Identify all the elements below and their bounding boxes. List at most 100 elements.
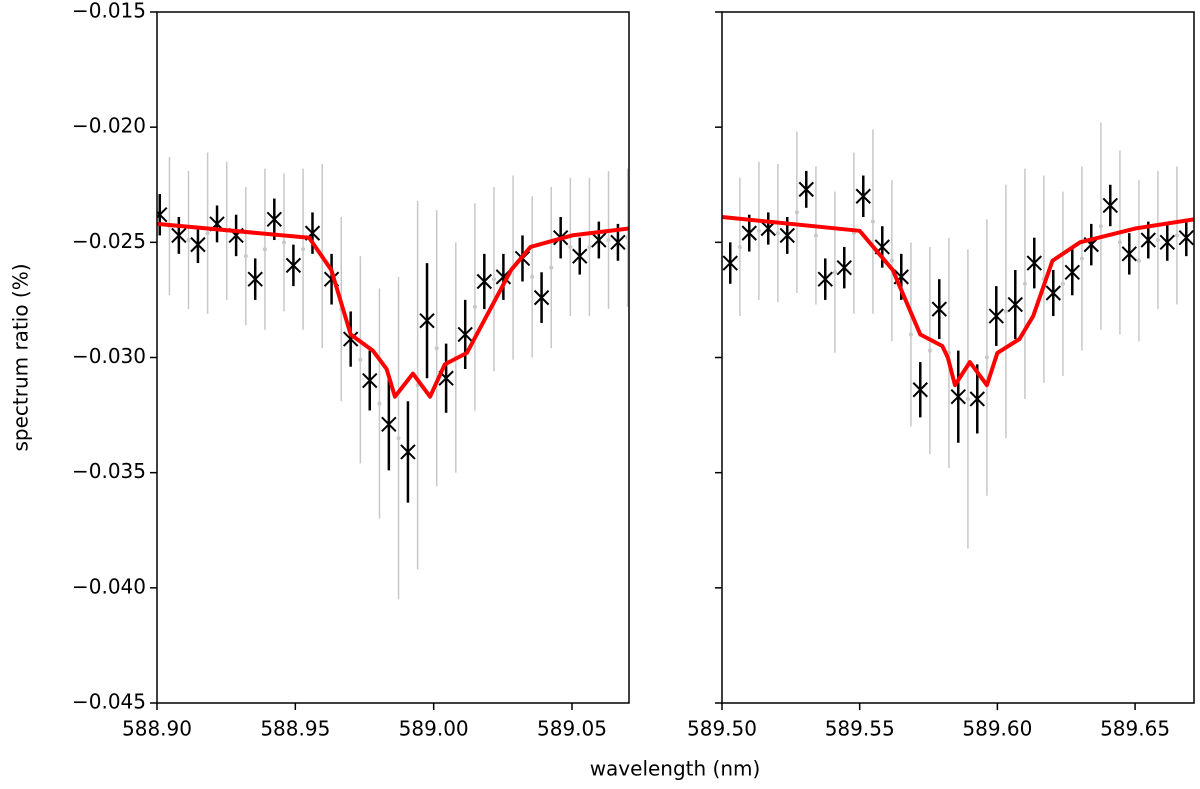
x-marker <box>1026 255 1042 271</box>
raw-point <box>587 244 592 249</box>
x-marker <box>1140 232 1156 248</box>
x-marker <box>171 227 187 244</box>
x-marker <box>1121 246 1137 262</box>
axes-frame <box>156 11 630 704</box>
raw-point <box>243 254 248 259</box>
y-tick-label: −0.020 <box>72 114 146 138</box>
raw-point <box>549 265 554 270</box>
x-tick-label: 589.55 <box>825 717 895 741</box>
y-tick-label: −0.030 <box>72 344 146 368</box>
x-tick-label: 589.50 <box>687 717 757 741</box>
y-tick-label: −0.025 <box>72 229 146 253</box>
raw-point <box>1117 240 1122 245</box>
x-marker <box>722 255 738 271</box>
raw-point <box>530 274 535 279</box>
raw-point <box>908 332 913 337</box>
x-axis-label: wavelength (nm) <box>590 757 761 781</box>
raw-point <box>832 270 837 275</box>
x-tick-label: 589.65 <box>1100 717 1170 741</box>
x-marker <box>400 444 416 460</box>
x-marker <box>912 382 928 398</box>
plot-area <box>157 152 629 600</box>
x-tick-label: 589.60 <box>962 717 1032 741</box>
raw-point <box>434 346 439 351</box>
raw-point <box>568 244 573 249</box>
raw-point <box>737 244 742 249</box>
x-marker <box>1178 230 1194 246</box>
x-marker <box>779 227 795 244</box>
model-line <box>157 221 629 399</box>
x-marker <box>381 416 397 433</box>
raw-point <box>1136 258 1141 263</box>
x-marker <box>836 259 852 276</box>
x-marker <box>342 331 359 347</box>
x-marker <box>591 232 607 248</box>
x-marker <box>1045 285 1061 301</box>
raw-point <box>396 436 401 441</box>
x-marker <box>533 289 550 306</box>
model-line <box>722 215 1194 388</box>
raw-point <box>1003 309 1008 314</box>
x-marker <box>457 326 473 343</box>
x-marker <box>1064 264 1080 280</box>
y-tick-label: −0.035 <box>72 459 146 483</box>
raw-point <box>889 258 894 263</box>
raw-point <box>205 231 210 236</box>
y-tick-label: −0.015 <box>72 0 146 23</box>
raw-point <box>775 231 780 236</box>
x-marker <box>817 271 833 287</box>
y-tick-label: −0.040 <box>72 574 146 598</box>
raw-point <box>358 357 363 362</box>
raw-point <box>606 238 611 243</box>
x-marker <box>266 211 283 228</box>
x-marker <box>931 301 947 317</box>
x-marker <box>1102 197 1118 214</box>
x-marker <box>855 188 871 204</box>
x-marker <box>969 391 985 407</box>
raw-point <box>1060 281 1065 286</box>
x-marker <box>1159 234 1175 251</box>
x-tick-label: 589.05 <box>537 717 607 741</box>
raw-point <box>965 396 970 401</box>
x-marker <box>419 312 435 329</box>
raw-point <box>756 228 761 233</box>
x-tick-label: 588.90 <box>122 717 192 741</box>
raw-point <box>625 235 629 240</box>
raw-point <box>262 247 267 252</box>
x-marker <box>572 248 588 264</box>
x-tick-label: 589.00 <box>399 717 469 741</box>
x-marker <box>988 308 1004 324</box>
raw-point <box>794 210 799 215</box>
x-marker <box>157 206 168 223</box>
raw-point <box>301 247 306 252</box>
raw-point <box>1098 224 1103 229</box>
raw-point <box>984 355 989 360</box>
raw-point <box>491 277 496 282</box>
x-marker <box>190 236 206 253</box>
x-marker <box>247 271 263 287</box>
raw-point <box>472 304 477 309</box>
x-marker <box>950 388 966 405</box>
x-marker <box>1007 296 1023 313</box>
raw-point <box>281 240 286 245</box>
raw-point <box>927 348 932 353</box>
x-marker <box>476 273 493 290</box>
raw-point <box>186 238 191 243</box>
y-axis-label: spectrum ratio (%) <box>9 263 33 451</box>
y-tick-label: −0.045 <box>72 690 146 714</box>
plot-area <box>722 122 1194 549</box>
x-marker <box>362 372 378 389</box>
raw-point <box>870 219 875 224</box>
x-marker <box>741 225 757 241</box>
raw-point <box>377 401 382 406</box>
x-tick-label: 588.95 <box>260 717 330 741</box>
x-marker <box>285 257 302 274</box>
raw-point <box>1155 238 1160 243</box>
x-marker <box>610 234 626 251</box>
x-marker <box>798 181 814 198</box>
raw-point <box>1022 281 1027 286</box>
raw-point <box>813 233 818 238</box>
raw-point <box>1174 233 1179 238</box>
raw-point <box>1079 256 1084 261</box>
